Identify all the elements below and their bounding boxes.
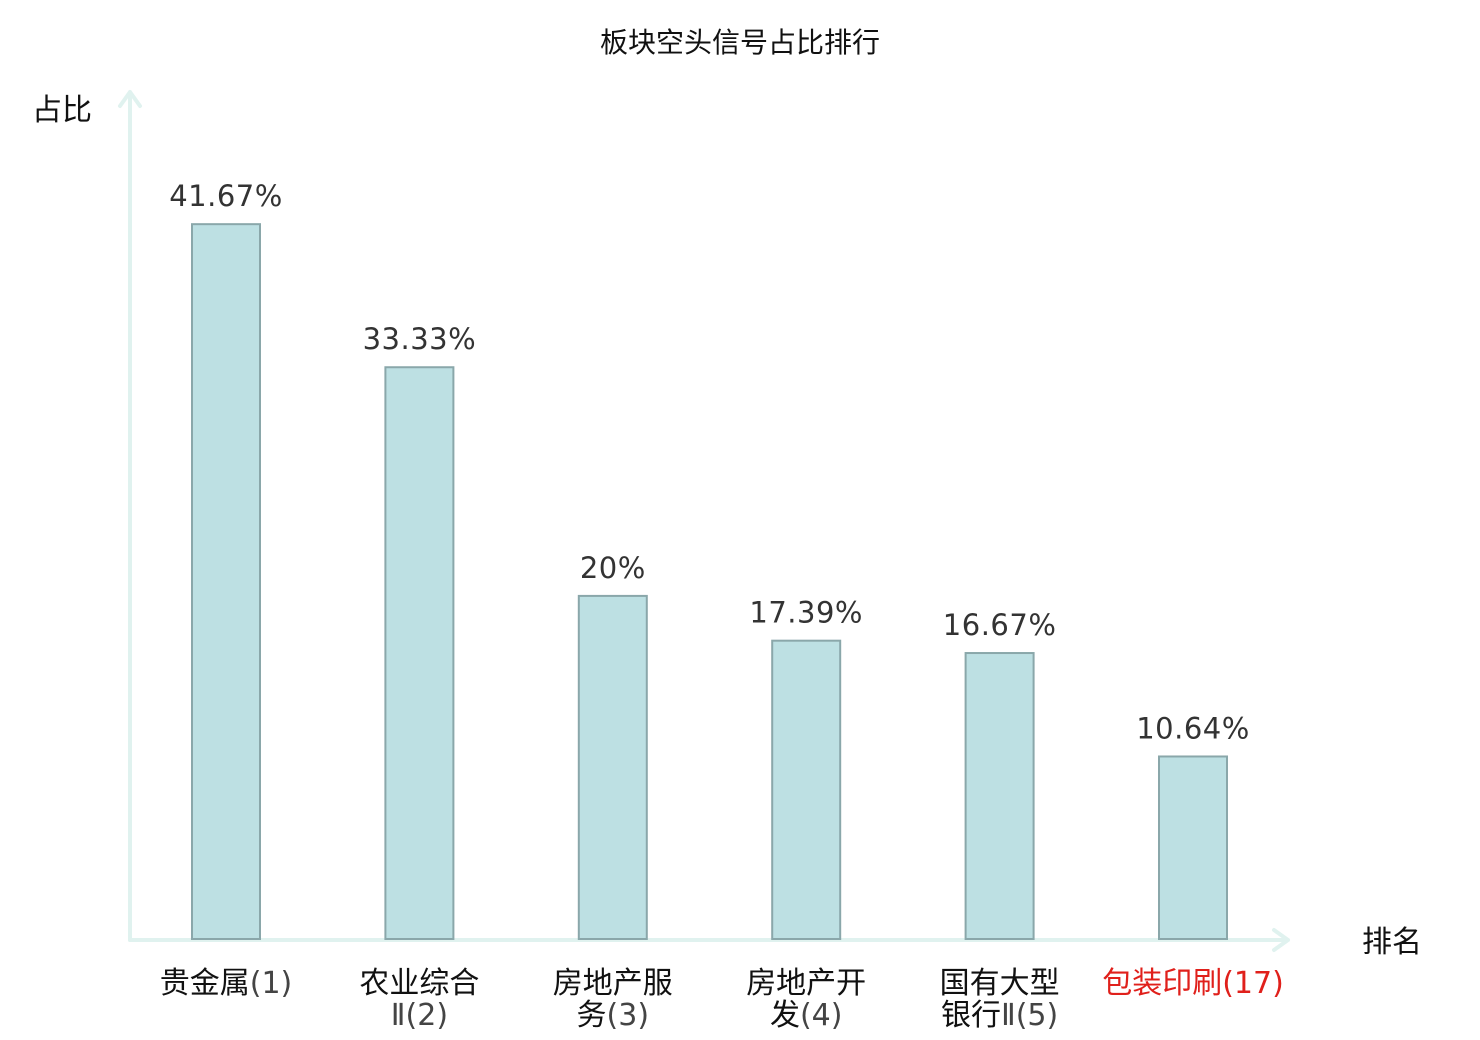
x-axis: [128, 928, 1290, 952]
chart-title: 板块空头信号占比排行: [600, 26, 880, 59]
bar: [771, 639, 842, 941]
x-tick-label: 贵金属(1): [160, 966, 293, 1001]
y-axis-label: 占比: [32, 93, 92, 128]
bar: [191, 223, 261, 940]
bar-value-label: 17.39%: [749, 596, 863, 630]
bar-value-label: 10.64%: [1136, 711, 1250, 745]
bar-value-label: 16.67%: [943, 608, 1057, 642]
x-tick-label: 国有大型银行Ⅱ(5): [940, 966, 1060, 1033]
bar-value-label: 20%: [580, 551, 646, 585]
bar-value-label: 41.67%: [169, 179, 283, 213]
value-labels: 41.67% 33.33% 20% 17.39% 16.67% 10.64%: [169, 179, 1250, 745]
bar: [384, 366, 455, 940]
bar: [964, 652, 1035, 940]
bar-value-label: 33.33%: [363, 322, 477, 356]
bar-series: [191, 223, 1228, 941]
x-tick-label: 农业综合 Ⅱ(2): [359, 966, 479, 1033]
y-axis: [118, 90, 142, 942]
x-tick-label: 包装印刷(17): [1102, 966, 1284, 1001]
category-labels: 贵金属(1) 农业综合 Ⅱ(2) 房地产服务(3) 房地产开发(4) 国有大型银行Ⅱ(5)…: [160, 966, 1284, 1033]
bar: [1158, 755, 1228, 940]
bar: [577, 594, 648, 940]
x-tick-label: 房地产开发(4): [746, 966, 866, 1033]
x-axis-label: 排名: [1362, 925, 1422, 960]
x-tick-label: 房地产服务(3): [553, 966, 673, 1033]
